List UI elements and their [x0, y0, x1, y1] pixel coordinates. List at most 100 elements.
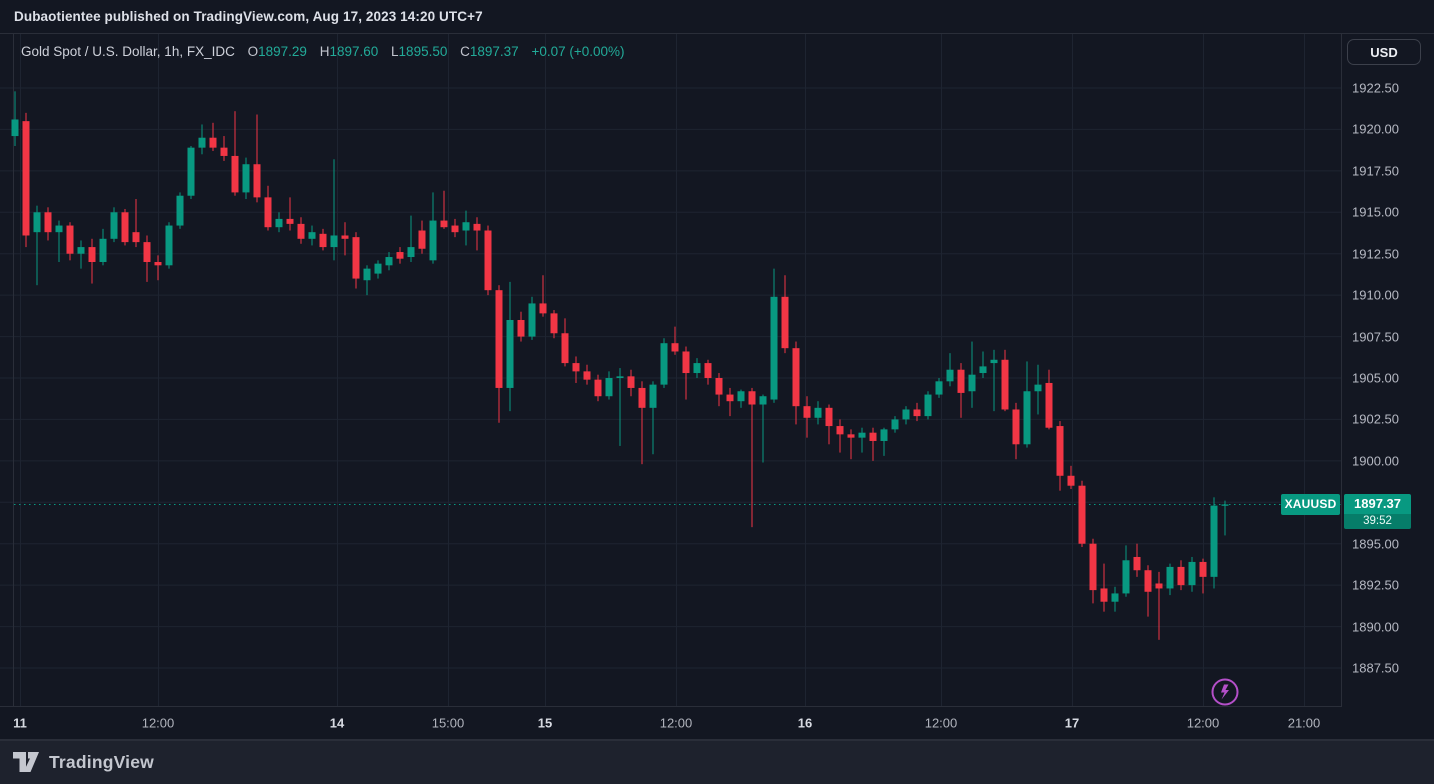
candle [1100, 563, 1108, 612]
bar-countdown: 39:52 [1344, 514, 1411, 530]
candle [946, 353, 954, 387]
price-tick-label: 1915.00 [1352, 204, 1399, 220]
open-label: O [247, 44, 259, 59]
tradingview-logo-icon[interactable] [13, 752, 39, 773]
candle [132, 199, 140, 248]
candle [429, 192, 437, 264]
time-tick-label: 21:00 [1287, 715, 1321, 731]
candle [891, 416, 899, 433]
candle [924, 391, 932, 420]
high-value: 1897.60 [329, 44, 379, 59]
candle [297, 217, 305, 244]
candle [660, 338, 668, 388]
candle [286, 197, 294, 231]
candle [1056, 421, 1064, 491]
publish-bar: Dubaotientee published on TradingView.co… [0, 0, 1434, 34]
candle [583, 364, 591, 385]
candle [1122, 545, 1130, 597]
candle [935, 377, 943, 398]
candle [1012, 402, 1020, 460]
candle [198, 124, 206, 155]
candle [1001, 349, 1009, 412]
candle [209, 122, 217, 151]
candle [1034, 364, 1042, 415]
low-label: L [391, 44, 399, 59]
candle [1177, 560, 1185, 591]
candle [693, 358, 701, 378]
publish-text: Dubaotientee published on TradingView.co… [14, 9, 483, 24]
time-tick-label: 12:00 [141, 715, 175, 731]
candle [825, 404, 833, 445]
candle [1045, 369, 1053, 430]
lightning-icon [1211, 678, 1239, 706]
candle [33, 205, 41, 286]
candle [979, 351, 987, 378]
candle [869, 427, 877, 461]
candle [704, 359, 712, 385]
candle [561, 318, 569, 367]
time-tick-label: 15:00 [431, 715, 465, 731]
low-value: 1895.50 [398, 44, 448, 59]
candle [594, 374, 602, 402]
time-tick-label: 12:00 [924, 715, 958, 731]
candle [264, 185, 272, 231]
footer-bar: TradingView [0, 741, 1434, 784]
price-tick-label: 1907.50 [1352, 329, 1399, 345]
candle [165, 222, 173, 269]
price-tick-label: 1895.00 [1352, 536, 1399, 552]
candle [638, 381, 646, 465]
price-tick-label: 1887.50 [1352, 660, 1399, 676]
close-label: C [460, 44, 470, 59]
candle [341, 222, 349, 256]
flash-button[interactable] [1210, 677, 1240, 707]
candle [968, 341, 976, 408]
time-axis[interactable]: 11 12:00 14 15:00 15 12:00 16 12:00 17 12:00 21:00 [0, 707, 1434, 740]
candle [803, 396, 811, 438]
candle [506, 281, 514, 412]
candle [143, 235, 151, 282]
candle [440, 190, 448, 229]
candle [1188, 556, 1196, 592]
currency-button[interactable]: USD [1347, 39, 1421, 65]
close-value: 1897.37 [469, 44, 519, 59]
candle [1199, 558, 1207, 594]
price-axis[interactable]: 1897.37 39:52 1922.50 1920.00 1917.50 1915.… [1342, 34, 1434, 740]
candle [1144, 565, 1152, 617]
time-tick-label: 12:00 [659, 715, 693, 731]
time-tick-label: 16 [797, 715, 813, 731]
candle [1133, 543, 1141, 577]
candle [836, 419, 844, 453]
candle [759, 394, 767, 463]
candle [363, 265, 371, 296]
candle [187, 145, 195, 200]
candle [242, 157, 250, 200]
candle [957, 363, 965, 418]
candle [913, 402, 921, 422]
candle [1166, 563, 1174, 596]
grid-lines [0, 34, 1341, 706]
candle [253, 114, 261, 203]
candle [715, 373, 723, 407]
candlestick-series [11, 91, 1229, 640]
candle [770, 268, 778, 403]
candle [649, 381, 657, 455]
time-tick-label: 17 [1064, 715, 1080, 731]
price-tick-label: 1920.00 [1352, 121, 1399, 137]
candle [418, 220, 426, 254]
price-tick-label: 1892.50 [1352, 577, 1399, 593]
open-value: 1897.29 [258, 44, 307, 59]
candle [616, 368, 624, 446]
candle [990, 349, 998, 412]
candle [572, 356, 580, 383]
candle [682, 346, 690, 400]
price-line-symbol-tag: XAUUSD [1281, 493, 1340, 515]
candle [726, 387, 734, 417]
price-tick-label: 1910.00 [1352, 287, 1399, 303]
tradingview-brand[interactable]: TradingView [49, 752, 154, 772]
time-tick-label: 14 [329, 715, 345, 731]
candle [55, 220, 63, 262]
candle [121, 208, 129, 246]
candle [528, 296, 536, 340]
candle [66, 222, 74, 261]
